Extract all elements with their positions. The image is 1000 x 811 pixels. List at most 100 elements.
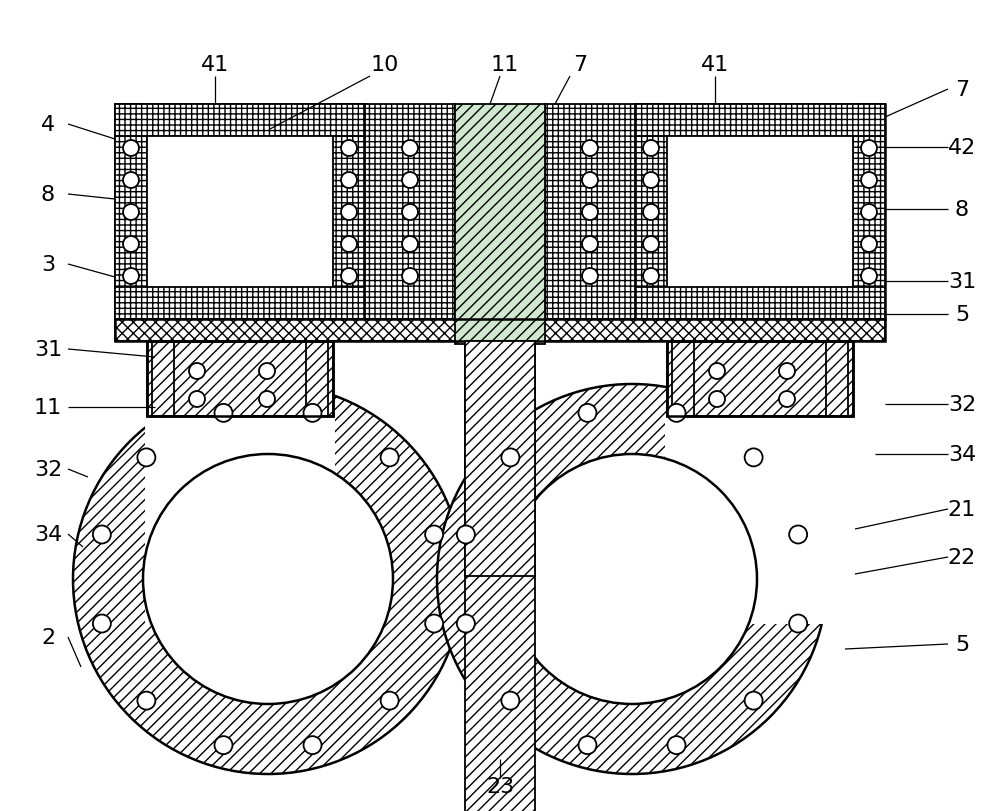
Circle shape: [582, 237, 598, 253]
Text: 2: 2: [41, 627, 55, 647]
Bar: [147, 341, 333, 417]
Bar: [147, 341, 333, 417]
Bar: [115, 105, 365, 137]
Bar: [665, 414, 855, 624]
Bar: [147, 341, 333, 417]
Circle shape: [214, 736, 232, 754]
Text: 11: 11: [491, 55, 519, 75]
Circle shape: [304, 736, 322, 754]
Text: 5: 5: [955, 634, 969, 654]
Bar: [115, 288, 365, 320]
Circle shape: [143, 454, 393, 704]
Text: 31: 31: [948, 272, 976, 292]
Circle shape: [643, 268, 659, 285]
Circle shape: [402, 173, 418, 189]
Circle shape: [582, 268, 598, 285]
Text: 34: 34: [948, 444, 976, 465]
Circle shape: [745, 692, 763, 710]
Bar: [667, 341, 853, 417]
Circle shape: [457, 615, 475, 633]
Text: 4: 4: [41, 115, 55, 135]
Circle shape: [578, 405, 596, 423]
Circle shape: [709, 392, 725, 407]
Bar: [455, 105, 545, 345]
Circle shape: [123, 204, 139, 221]
Circle shape: [402, 237, 418, 253]
Circle shape: [789, 615, 807, 633]
Circle shape: [861, 141, 877, 157]
Bar: [826, 341, 848, 417]
Text: 31: 31: [34, 340, 62, 359]
Bar: [115, 320, 885, 341]
Text: 23: 23: [486, 776, 514, 796]
Circle shape: [779, 392, 795, 407]
Text: 7: 7: [573, 55, 587, 75]
Bar: [115, 105, 147, 320]
Text: 7: 7: [955, 80, 969, 100]
Text: 32: 32: [34, 460, 62, 479]
Circle shape: [341, 237, 357, 253]
Circle shape: [259, 363, 275, 380]
Text: 42: 42: [948, 138, 976, 158]
Bar: [152, 341, 174, 417]
Circle shape: [402, 204, 418, 221]
Circle shape: [123, 141, 139, 157]
Text: 8: 8: [41, 185, 55, 204]
Circle shape: [437, 384, 827, 774]
Circle shape: [73, 384, 463, 774]
Circle shape: [341, 268, 357, 285]
Circle shape: [789, 526, 807, 544]
Circle shape: [668, 405, 686, 423]
Circle shape: [189, 392, 205, 407]
Circle shape: [381, 448, 399, 467]
Circle shape: [643, 141, 659, 157]
Circle shape: [93, 615, 111, 633]
Circle shape: [123, 237, 139, 253]
Text: 8: 8: [955, 200, 969, 220]
Text: 11: 11: [34, 397, 62, 418]
Bar: [667, 341, 853, 417]
Circle shape: [578, 736, 596, 754]
Bar: [667, 341, 853, 417]
Circle shape: [214, 405, 232, 423]
Text: 34: 34: [34, 525, 62, 544]
Circle shape: [189, 363, 205, 380]
Bar: [635, 105, 885, 320]
Circle shape: [861, 173, 877, 189]
Bar: [672, 341, 694, 417]
Text: 22: 22: [948, 547, 976, 568]
Circle shape: [643, 237, 659, 253]
Circle shape: [582, 204, 598, 221]
Text: 32: 32: [948, 394, 976, 414]
Circle shape: [123, 173, 139, 189]
Text: 3: 3: [41, 255, 55, 275]
Bar: [115, 320, 885, 341]
Text: 10: 10: [371, 55, 399, 75]
Circle shape: [582, 141, 598, 157]
Circle shape: [402, 141, 418, 157]
Bar: [667, 341, 853, 417]
Circle shape: [137, 692, 155, 710]
Circle shape: [779, 363, 795, 380]
Circle shape: [457, 526, 475, 544]
Circle shape: [861, 237, 877, 253]
Circle shape: [381, 692, 399, 710]
Bar: [635, 105, 667, 320]
Bar: [545, 105, 635, 320]
Circle shape: [425, 526, 443, 544]
Bar: [853, 105, 885, 320]
Bar: [333, 105, 365, 320]
Circle shape: [93, 526, 111, 544]
Circle shape: [341, 204, 357, 221]
Circle shape: [137, 448, 155, 467]
Circle shape: [501, 692, 519, 710]
Text: 21: 21: [948, 500, 976, 519]
Text: 41: 41: [701, 55, 729, 75]
Circle shape: [643, 173, 659, 189]
Bar: [635, 288, 885, 320]
Circle shape: [259, 392, 275, 407]
Circle shape: [861, 268, 877, 285]
Circle shape: [123, 268, 139, 285]
Circle shape: [501, 448, 519, 467]
Circle shape: [341, 173, 357, 189]
